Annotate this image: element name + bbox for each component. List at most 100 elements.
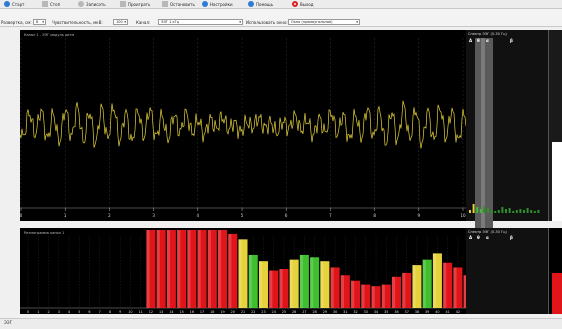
spectrum-tick-label: 22 — [251, 310, 255, 314]
spectrum-bar-highlight — [351, 280, 355, 308]
spectrum-bar-highlight — [330, 267, 334, 308]
sweep-label: Развертка, см: — [1, 19, 32, 25]
spectrum-bar-highlight — [299, 254, 304, 308]
signal-tick-label: 3 — [152, 213, 155, 218]
spectrum-bar-highlight — [340, 275, 344, 308]
side-spectrum-bar — [494, 211, 497, 213]
square-icon — [162, 1, 168, 7]
side-spectrum-bar — [515, 210, 518, 213]
signal-tick-label: 4 — [197, 213, 200, 218]
spectrum-bar-highlight — [177, 230, 181, 308]
spectrum-bar-highlight — [432, 253, 437, 308]
spectrum-bar — [166, 230, 176, 308]
spectrum-bar — [412, 265, 422, 308]
spectrum-bar — [289, 259, 299, 308]
spectrum-bar-highlight — [218, 230, 222, 308]
spectrum-bar-highlight — [238, 239, 242, 308]
spectrum-bar-highlight — [269, 270, 273, 308]
dot-icon — [78, 1, 84, 7]
signal-tick-label: 1 — [64, 213, 67, 218]
side-spectrum-bar — [537, 210, 540, 213]
spectrum-tick-label: 9 — [119, 310, 121, 314]
toolbar-button-1[interactable]: Стоп — [42, 0, 60, 8]
window-select[interactable]: Окно (прямоугольное) ▾ — [288, 19, 360, 25]
spectrum-bar — [351, 280, 361, 308]
toolbar-button-4[interactable]: Остановить — [162, 0, 195, 8]
channel-select[interactable]: ЭЭГ 1 кГц ▾ — [158, 19, 243, 25]
spectrum-tick-label: 24 — [272, 310, 276, 314]
signal-plot: 0 1 2 3 4 5 6 7 8 9 10 — [20, 38, 466, 218]
channel-label: Канал: — [136, 19, 151, 25]
spectrum-bar — [269, 270, 279, 308]
toolbar-button-label: Остановить — [170, 1, 195, 7]
spectrum-side-panel: Спектр ЭЭГ (0-30 Гц) Δ θ α β — [466, 228, 548, 314]
spectrum-bar-highlight — [289, 259, 293, 308]
side-spectrum-bar — [508, 208, 511, 213]
beta-marker: β — [510, 38, 513, 43]
spectrum-bar-highlight — [228, 233, 232, 308]
sweep-value: 8 — [36, 20, 39, 24]
spectrum-bar-highlight — [371, 286, 375, 308]
window-label: Использовать окно: — [246, 19, 288, 25]
spectrum-bar — [402, 272, 412, 308]
toolbar-button-5[interactable]: Настройки — [202, 0, 233, 8]
spectrum-bar — [187, 230, 197, 308]
signal-side-title: Спектр ЭЭГ (0-30 Гц) — [468, 32, 507, 36]
spectrum-bar-highlight — [381, 284, 385, 308]
side-spectrum-bar — [501, 207, 504, 213]
spectrum-bar — [299, 254, 309, 308]
spectrum-tick-label: 15 — [179, 310, 183, 314]
spectrum-bar — [279, 269, 289, 308]
toolbar-button-label: Проиграть — [128, 1, 151, 7]
toolbar-button-6[interactable]: Помощь — [248, 0, 273, 8]
spectrum-bar — [228, 233, 238, 308]
spectrum-bar-highlight — [279, 269, 283, 308]
spectrum-tick-label: 31 — [343, 310, 347, 314]
sweep-select[interactable]: 8 ▾ — [33, 19, 46, 25]
toolbar-button-0[interactable]: Старт — [4, 0, 24, 8]
spectrum-bar — [146, 230, 156, 308]
toolbar-button-7[interactable]: Выход — [292, 0, 313, 8]
spectrum-bar-highlight — [453, 267, 457, 308]
signal-side-spectrum — [469, 204, 540, 213]
spectrum-tick-label: 6 — [88, 310, 90, 314]
chevron-down-icon: ▾ — [356, 20, 358, 24]
spectrum-tick-label: 8 — [109, 310, 111, 314]
spectrum-bar-highlight — [187, 230, 191, 308]
spectrum-side-title: Спектр ЭЭГ (0-30 Гц) — [468, 230, 507, 234]
spectrum-tick-label: 34 — [374, 310, 378, 314]
side-spectrum-bar — [487, 208, 489, 213]
status-bar: ЭЭГ — [0, 318, 562, 329]
side-spectrum-bar — [479, 209, 482, 213]
toolbar-button-3[interactable]: Проиграть — [120, 0, 150, 8]
spectrum-tick-label: 4 — [68, 310, 70, 314]
toolbar-button-label: Выход — [300, 1, 314, 7]
signal-scroll-track[interactable] — [548, 30, 562, 221]
signal-scroll-thumb[interactable] — [552, 142, 562, 221]
spectrum-bar — [361, 284, 371, 308]
dot-icon — [202, 1, 208, 7]
sensitivity-select[interactable]: 100 ▾ — [113, 19, 128, 25]
spectrum-tick-label: 5 — [78, 310, 80, 314]
spectrum-bar — [207, 230, 217, 308]
settings-bar: Развертка, см: 8 ▾ Чувствительность, мкВ:… — [0, 9, 562, 27]
side-spectrum-bar — [526, 208, 529, 213]
side-spectrum-bar — [530, 210, 533, 213]
spectrum-bar — [371, 286, 381, 308]
spectrum-tick-label: 29 — [323, 310, 327, 314]
side-spectrum-bar — [490, 210, 493, 213]
spectrum-bar-highlight — [463, 275, 466, 308]
spectrum-tick-label: 37 — [405, 310, 409, 314]
toolbar-button-2[interactable]: Записать — [78, 0, 106, 8]
spectrum-tick-label: 41 — [445, 310, 449, 314]
status-text: ЭЭГ — [4, 320, 13, 325]
spectrum-tick-label: 0 — [27, 310, 29, 314]
alpha-marker: α — [486, 38, 489, 43]
signal-tick-label: 10 — [460, 213, 466, 218]
spectrum-bar-highlight — [402, 272, 406, 308]
spectrum-tick-label: 40 — [435, 310, 439, 314]
spectrum-bar — [432, 253, 442, 308]
square-icon — [42, 1, 48, 7]
spectrum-bar — [310, 257, 320, 308]
spectrum-tick-label: 12 — [149, 310, 153, 314]
